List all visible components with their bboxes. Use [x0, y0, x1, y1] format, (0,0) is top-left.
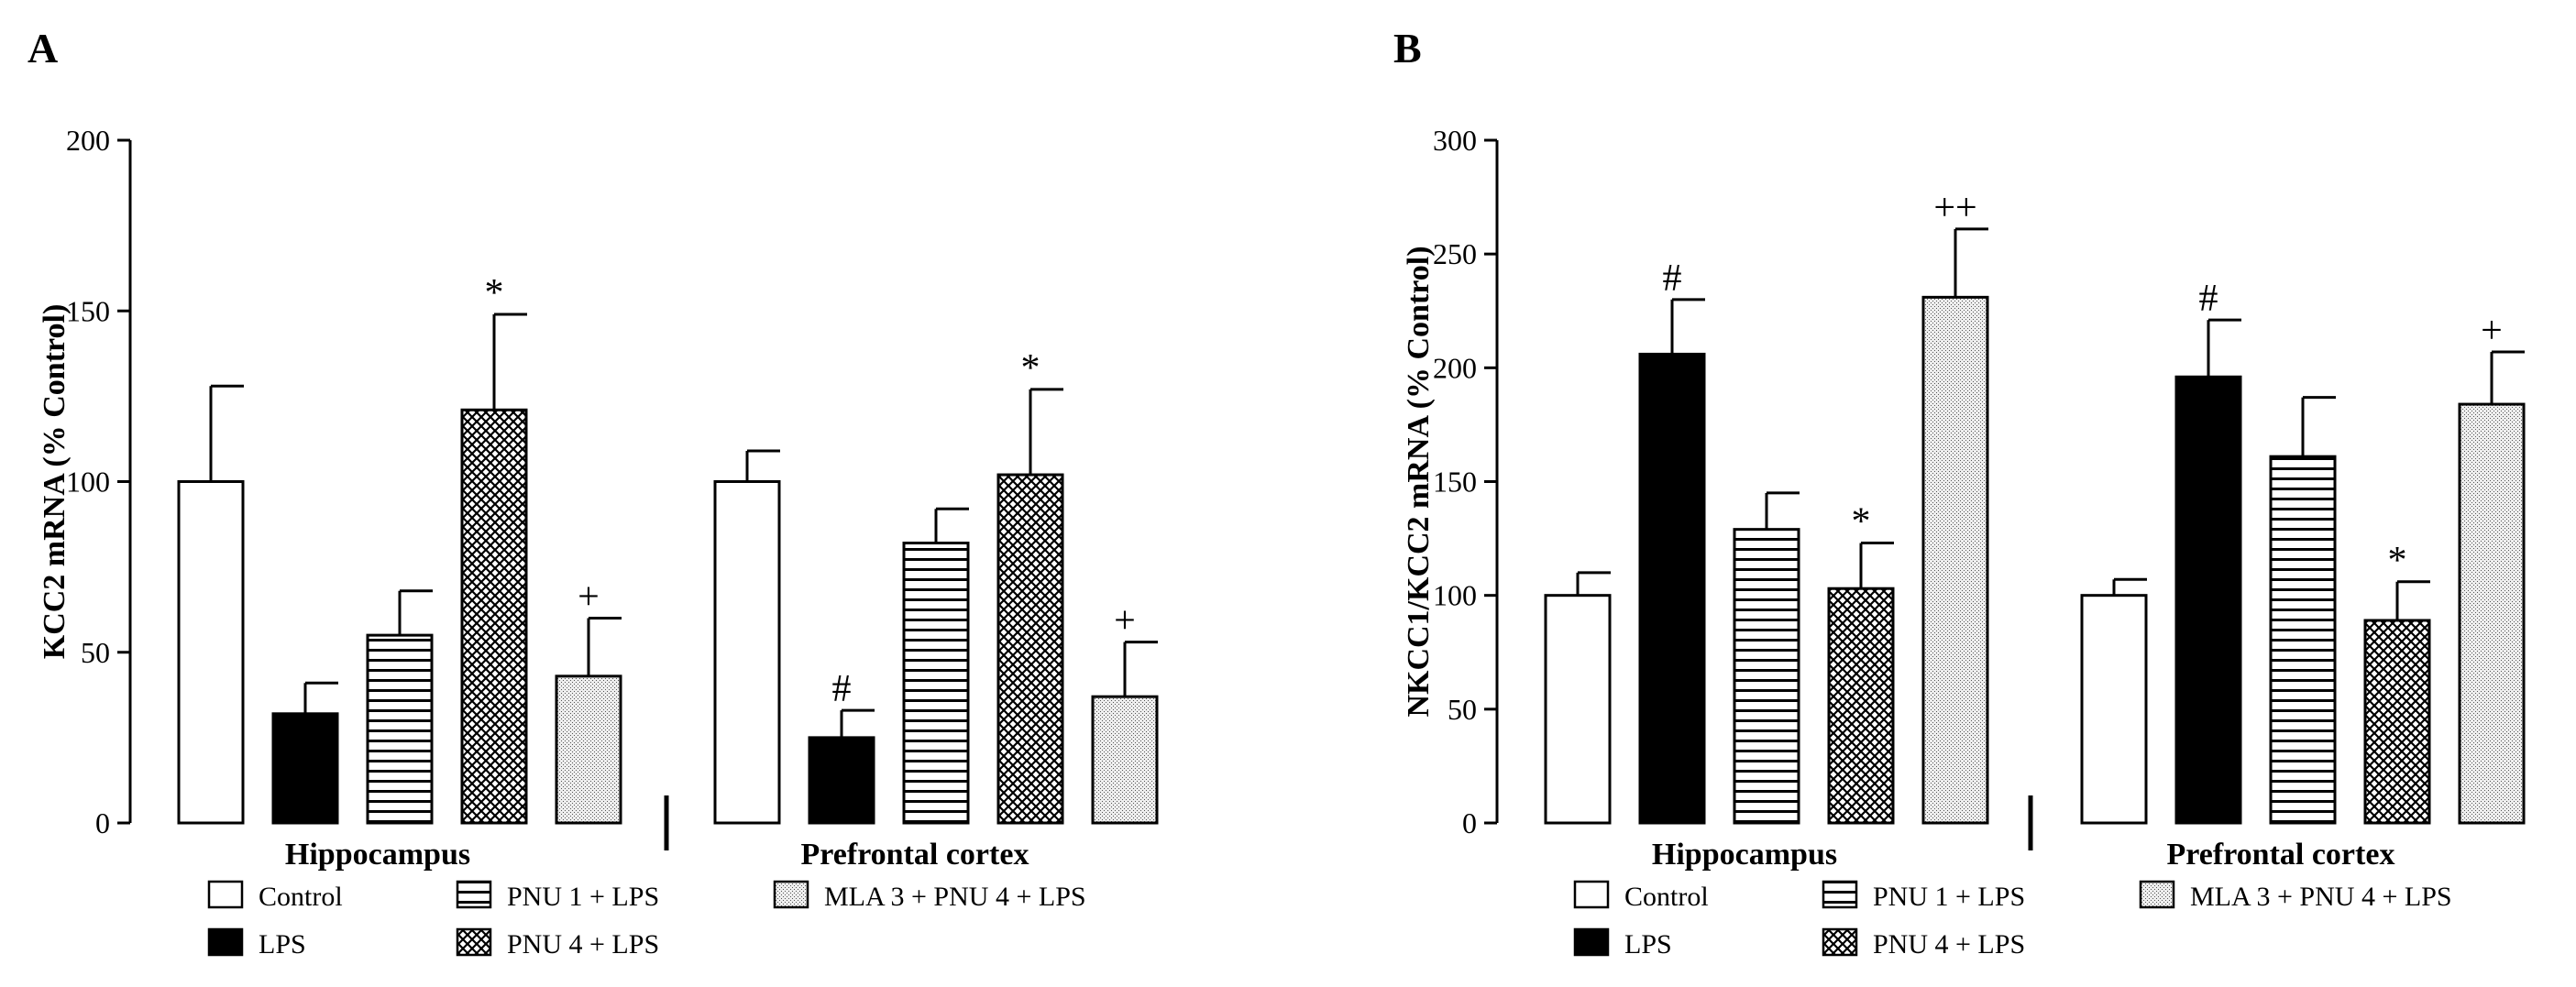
panel-a: A 0 50 100 150 200 KCC2 mRNA (% Control) * + Hipp… [28, 25, 1159, 960]
legend-label-mla-3-pnu-4-lps: MLA 3 + PNU 4 + LPS [2190, 882, 2452, 912]
legend-swatch-pnu-4-lps [456, 927, 492, 957]
legend-swatch-lps [1573, 927, 1610, 957]
bar-prefrontal-cortex-control [713, 480, 781, 825]
legend-label-pnu-4-lps: PNU 4 + LPS [507, 929, 659, 960]
bar-prefrontal-cortex-pnu-1-lps [902, 542, 970, 825]
significance-mark: # [832, 668, 852, 710]
bar-hippocampus-mla-3-pnu-4-lps [555, 674, 622, 825]
bar-prefrontal-cortex-mla-3-pnu-4-lps [1091, 695, 1159, 825]
legend-label-mla-3-pnu-4-lps: MLA 3 + PNU 4 + LPS [824, 882, 1086, 912]
y-tick-label: 0 [1462, 806, 1477, 839]
y-tick-label: 150 [1433, 466, 1477, 499]
legend-label-pnu-1-lps: PNU 1 + LPS [1873, 882, 2025, 912]
legend-swatch-mla-3-pnu-4-lps [773, 880, 809, 909]
y-axis-title: KCC2 mRNA (% Control) [38, 304, 72, 660]
group-label-hippocampus: Hippocampus [285, 838, 470, 872]
bar-prefrontal-cortex-pnu-1-lps [2269, 455, 2337, 825]
bar-prefrontal-cortex-lps [2174, 375, 2242, 825]
bar-hippocampus-control [1544, 594, 1612, 825]
bar-hippocampus-mla-3-pnu-4-lps [1921, 295, 1989, 825]
legend-label-control: Control [1624, 882, 1709, 912]
bar-prefrontal-cortex-lps [808, 736, 875, 825]
significance-mark: + [1114, 600, 1136, 642]
y-tick-label: 300 [1433, 124, 1477, 157]
bar-hippocampus-pnu-1-lps [366, 633, 434, 825]
y-tick-label: 150 [66, 294, 110, 327]
legend-label-lps: LPS [259, 929, 306, 960]
group-label-prefrontal-cortex: Prefrontal cortex [801, 838, 1029, 872]
legend-swatch-pnu-1-lps [1822, 880, 1858, 909]
bar-prefrontal-cortex-pnu-4-lps [2363, 619, 2431, 825]
y-tick-label: 50 [1448, 693, 1477, 726]
significance-mark: * [2388, 540, 2407, 582]
y-tick-label: 100 [66, 466, 110, 499]
y-tick-label: 50 [81, 636, 110, 669]
bar-prefrontal-cortex-control [2080, 594, 2148, 825]
y-tick-label: 200 [1433, 351, 1477, 384]
bar-hippocampus-pnu-4-lps [460, 408, 528, 825]
group-label-prefrontal-cortex: Prefrontal cortex [2167, 838, 2395, 872]
legend-swatch-pnu-1-lps [456, 880, 492, 909]
y-tick-label: 0 [95, 806, 110, 839]
significance-mark: + [578, 576, 600, 619]
legend-swatch-control [207, 880, 244, 909]
significance-mark: * [485, 272, 504, 314]
legend-swatch-pnu-4-lps [1822, 927, 1858, 957]
bar-hippocampus-pnu-4-lps [1827, 587, 1895, 825]
bar-hippocampus-pnu-1-lps [1733, 528, 1800, 825]
y-tick-label: 100 [1433, 579, 1477, 612]
legend-swatch-control [1573, 880, 1610, 909]
y-tick-label: 250 [1433, 237, 1477, 270]
legend-swatch-lps [207, 927, 244, 957]
group-label-hippocampus: Hippocampus [1652, 838, 1837, 872]
significance-mark: # [2199, 278, 2218, 320]
legend-label-control: Control [259, 882, 343, 912]
bar-hippocampus-lps [271, 712, 339, 825]
bar-prefrontal-cortex-pnu-4-lps [996, 473, 1064, 825]
bar-prefrontal-cortex-mla-3-pnu-4-lps [2458, 402, 2526, 825]
panel-letter-b: B [1393, 25, 1422, 71]
legend-swatch-mla-3-pnu-4-lps [2139, 880, 2175, 909]
legend-label-pnu-4-lps: PNU 4 + LPS [1873, 929, 2025, 960]
y-tick-label: 200 [66, 124, 110, 157]
legend-label-lps: LPS [1624, 929, 1672, 960]
panel-letter-a: A [28, 25, 58, 71]
significance-mark: # [1663, 258, 1682, 300]
significance-mark: ++ [1933, 187, 1976, 229]
y-axis-title: NKCC1/KCC2 mRNA (% Control) [1402, 246, 1436, 717]
significance-mark: * [1021, 347, 1040, 389]
legend-label-pnu-1-lps: PNU 1 + LPS [507, 882, 659, 912]
bar-hippocampus-control [177, 480, 245, 825]
panel-b: B 0 50 100 150 200 250 300 NKCC1/KCC2 mRNA (% Co… [1393, 25, 2526, 960]
significance-mark: * [1852, 501, 1871, 543]
bar-hippocampus-lps [1638, 352, 1706, 825]
significance-mark: + [2481, 310, 2503, 352]
